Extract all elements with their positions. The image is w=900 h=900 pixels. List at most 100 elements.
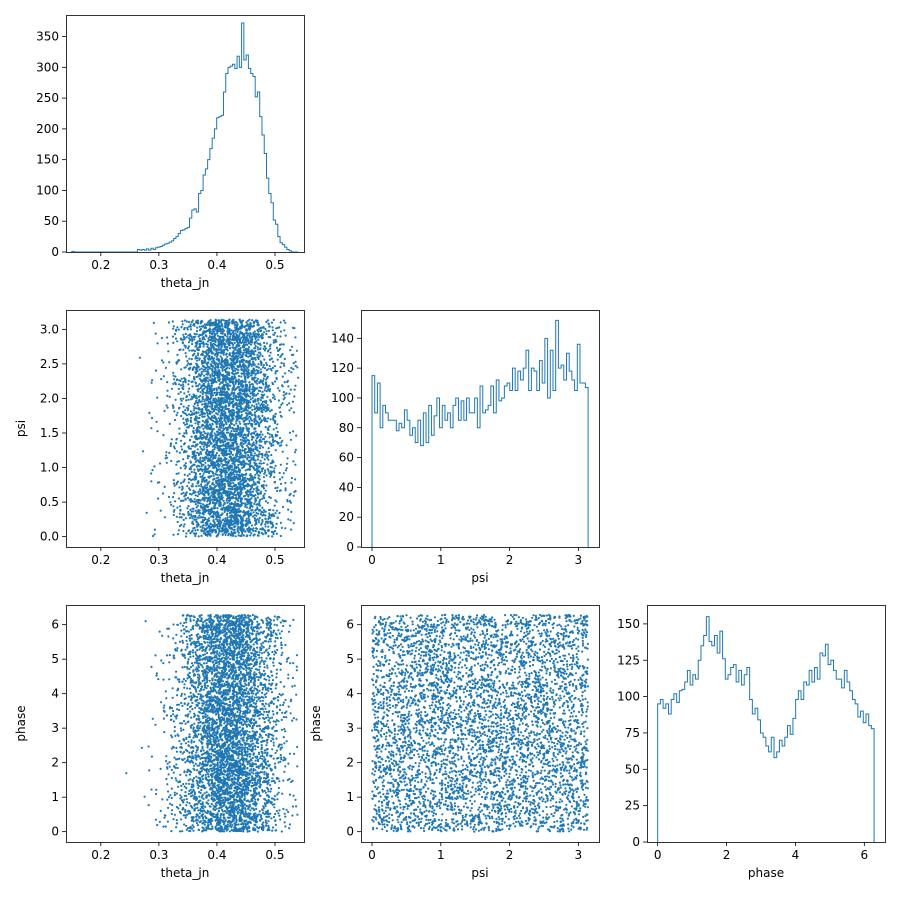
scatter-point xyxy=(226,447,229,450)
scatter-point xyxy=(226,441,229,444)
scatter-point xyxy=(265,363,268,367)
scatter-point xyxy=(204,351,207,354)
scatter-point xyxy=(233,463,236,466)
scatter-point xyxy=(279,534,282,538)
scatter-point xyxy=(201,424,204,427)
scatter-point xyxy=(182,525,185,528)
scatter-point xyxy=(242,534,245,537)
axes-frame xyxy=(66,15,305,253)
scatter-point xyxy=(265,320,268,323)
scatter-point xyxy=(202,463,205,466)
scatter-point xyxy=(221,451,224,454)
scatter-point xyxy=(179,439,183,442)
scatter-point xyxy=(165,461,168,464)
scatter-point xyxy=(234,518,238,521)
scatter-point xyxy=(249,460,252,463)
scatter-point xyxy=(198,499,201,502)
scatter-point xyxy=(235,354,238,357)
panel-scatter-psi-theta_jn: 0.2 0.3 0.4 0.50.00.51.01.52.02.53.0theta_j… xyxy=(14,310,305,585)
scatter-point xyxy=(221,528,224,531)
scatter-point xyxy=(218,501,221,504)
scatter-point xyxy=(253,405,256,408)
scatter-point xyxy=(189,466,192,469)
scatter-point xyxy=(184,381,187,384)
scatter-point xyxy=(193,324,196,327)
scatter-point xyxy=(232,532,235,535)
scatter-point xyxy=(209,496,212,500)
scatter-point xyxy=(216,493,219,496)
scatter-point xyxy=(238,332,241,335)
scatter-point xyxy=(240,479,243,482)
scatter-point xyxy=(235,406,238,409)
scatter-point xyxy=(293,388,296,391)
scatter-point xyxy=(276,358,279,361)
scatter-point xyxy=(262,533,265,536)
scatter-point xyxy=(279,463,282,466)
scatter-point xyxy=(228,520,232,523)
scatter-point xyxy=(190,435,193,438)
scatter-point xyxy=(202,511,205,514)
scatter-point xyxy=(251,490,254,493)
scatter-point xyxy=(199,340,202,343)
scatter-point xyxy=(223,452,226,455)
scatter-point xyxy=(220,460,223,463)
scatter-point xyxy=(215,355,218,358)
scatter-point xyxy=(160,336,163,340)
scatter-point xyxy=(186,457,189,460)
scatter-point xyxy=(181,323,184,326)
scatter-point xyxy=(206,366,209,369)
scatter-point xyxy=(226,346,229,349)
scatter-point xyxy=(189,497,192,501)
scatter-point xyxy=(222,406,225,409)
scatter-point xyxy=(209,373,212,377)
scatter-point xyxy=(253,495,256,498)
scatter-point xyxy=(188,387,191,390)
scatter-point xyxy=(206,435,209,438)
scatter-point xyxy=(270,434,274,437)
scatter-point xyxy=(254,333,257,336)
scatter-point xyxy=(227,482,230,485)
scatter-point xyxy=(222,499,225,502)
scatter-point xyxy=(279,355,282,358)
scatter-point xyxy=(193,332,196,335)
scatter-point xyxy=(226,373,229,376)
scatter-point xyxy=(265,400,268,403)
scatter-point xyxy=(220,335,223,339)
scatter-point xyxy=(236,427,239,430)
scatter-point xyxy=(188,393,191,396)
scatter-point xyxy=(238,473,241,476)
scatter-point xyxy=(229,335,232,338)
scatter-point xyxy=(245,343,248,346)
scatter-point xyxy=(213,348,216,351)
scatter-point xyxy=(206,329,209,332)
scatter-point xyxy=(265,330,268,333)
scatter-point xyxy=(233,464,236,467)
scatter-point xyxy=(193,412,196,415)
scatter-point xyxy=(256,392,259,395)
scatter-point xyxy=(215,461,218,464)
scatter-point xyxy=(217,433,221,436)
scatter-point xyxy=(268,389,271,392)
scatter-point xyxy=(243,464,246,467)
scatter-point xyxy=(207,402,210,405)
scatter-point xyxy=(227,505,230,508)
scatter-point xyxy=(223,522,226,525)
scatter-point xyxy=(258,500,261,503)
scatter-point xyxy=(224,467,228,470)
scatter-point xyxy=(292,353,295,356)
y-tick-label: 200 xyxy=(36,122,59,136)
scatter-point xyxy=(225,452,228,455)
scatter-point xyxy=(188,374,191,377)
scatter-point xyxy=(225,499,228,502)
scatter-point xyxy=(284,469,288,472)
scatter-point xyxy=(245,332,248,335)
scatter-point xyxy=(226,417,229,420)
scatter-point xyxy=(267,525,270,528)
scatter-point xyxy=(276,335,279,338)
scatter-point xyxy=(182,405,185,408)
scatter-point xyxy=(189,328,193,331)
scatter-point xyxy=(245,390,248,393)
scatter-point xyxy=(205,521,209,524)
scatter-point xyxy=(200,534,203,538)
scatter-point xyxy=(219,332,223,335)
